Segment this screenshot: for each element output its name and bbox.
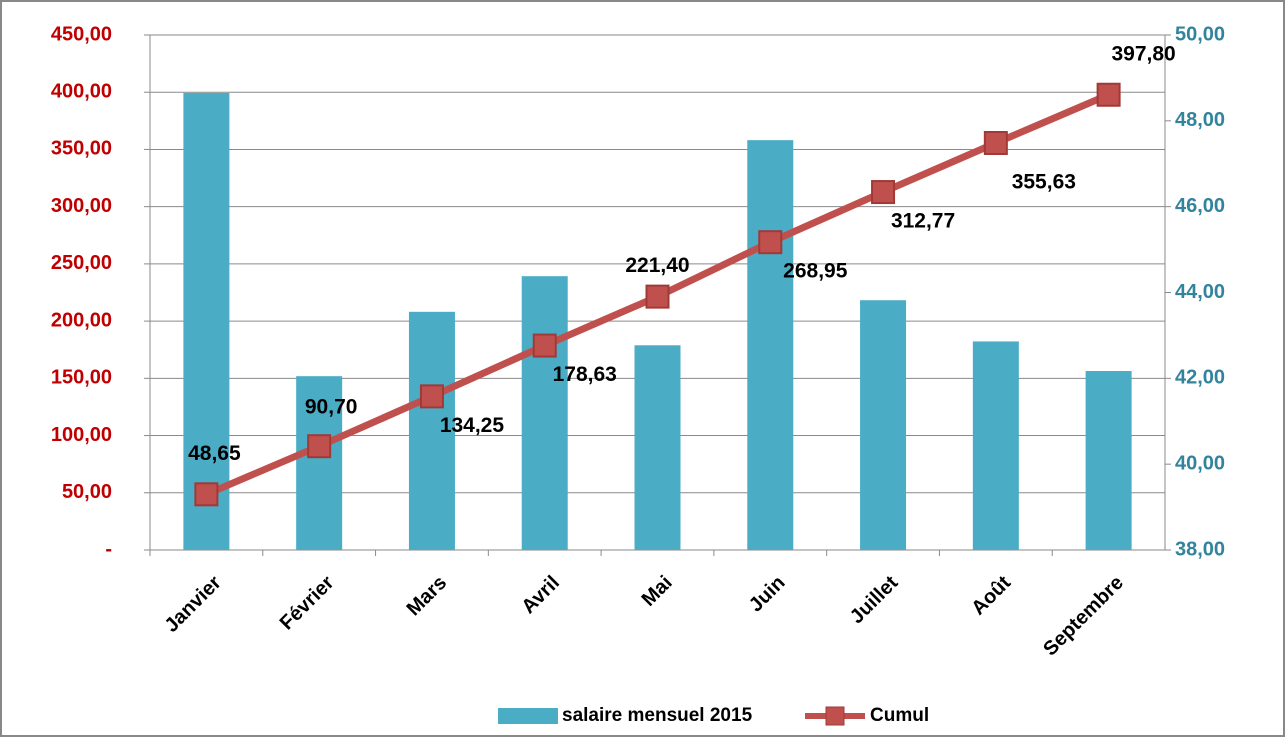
legend-swatch	[825, 706, 845, 726]
y-tick-label: 250,00	[51, 252, 112, 274]
y2-tick-label: 44,00	[1175, 281, 1225, 303]
data-label: 178,63	[553, 363, 617, 386]
y2-tick-label: 40,00	[1175, 452, 1225, 474]
bar	[634, 345, 681, 550]
y-tick-label: 450,00	[51, 23, 112, 45]
y-tick-label: 300,00	[51, 195, 112, 217]
marker	[419, 384, 444, 409]
bar	[521, 276, 568, 550]
data-label: 312,77	[891, 210, 955, 233]
bar	[860, 300, 907, 550]
data-label: 397,80	[1111, 42, 1175, 65]
y-tick-label: 400,00	[51, 81, 112, 103]
bar	[972, 341, 1019, 550]
legend-label: Cumul	[870, 705, 929, 726]
marker	[307, 434, 332, 459]
bar	[296, 376, 343, 550]
y-tick-label: -	[105, 538, 112, 560]
data-label: 268,95	[783, 260, 848, 283]
marker	[532, 333, 557, 358]
marker	[645, 284, 670, 309]
y2-tick-label: 42,00	[1175, 367, 1225, 389]
data-label: 134,25	[440, 414, 505, 437]
y-tick-label: 350,00	[51, 138, 112, 160]
y-tick-label: 100,00	[51, 424, 112, 446]
bar	[408, 311, 455, 550]
y2-tick-label: 48,00	[1175, 109, 1225, 131]
marker	[194, 482, 219, 507]
y-tick-label: 200,00	[51, 309, 112, 331]
data-label: 221,40	[625, 254, 689, 277]
bar	[747, 140, 794, 551]
y-tick-label: 50,00	[62, 481, 112, 503]
data-label: 90,70	[305, 396, 358, 419]
data-label: 48,65	[188, 442, 241, 465]
data-label: 355,63	[1012, 171, 1076, 194]
legend-swatch	[498, 708, 558, 724]
marker	[983, 131, 1008, 156]
y2-tick-label: 38,00	[1175, 538, 1225, 560]
y-tick-label: 150,00	[51, 367, 112, 389]
y2-tick-label: 50,00	[1175, 23, 1225, 45]
bar	[1085, 371, 1132, 550]
marker	[871, 180, 896, 205]
y2-tick-label: 46,00	[1175, 195, 1225, 217]
legend-label: salaire mensuel 2015	[562, 705, 753, 726]
marker	[1096, 82, 1121, 107]
bar	[183, 92, 230, 550]
marker	[758, 230, 783, 255]
